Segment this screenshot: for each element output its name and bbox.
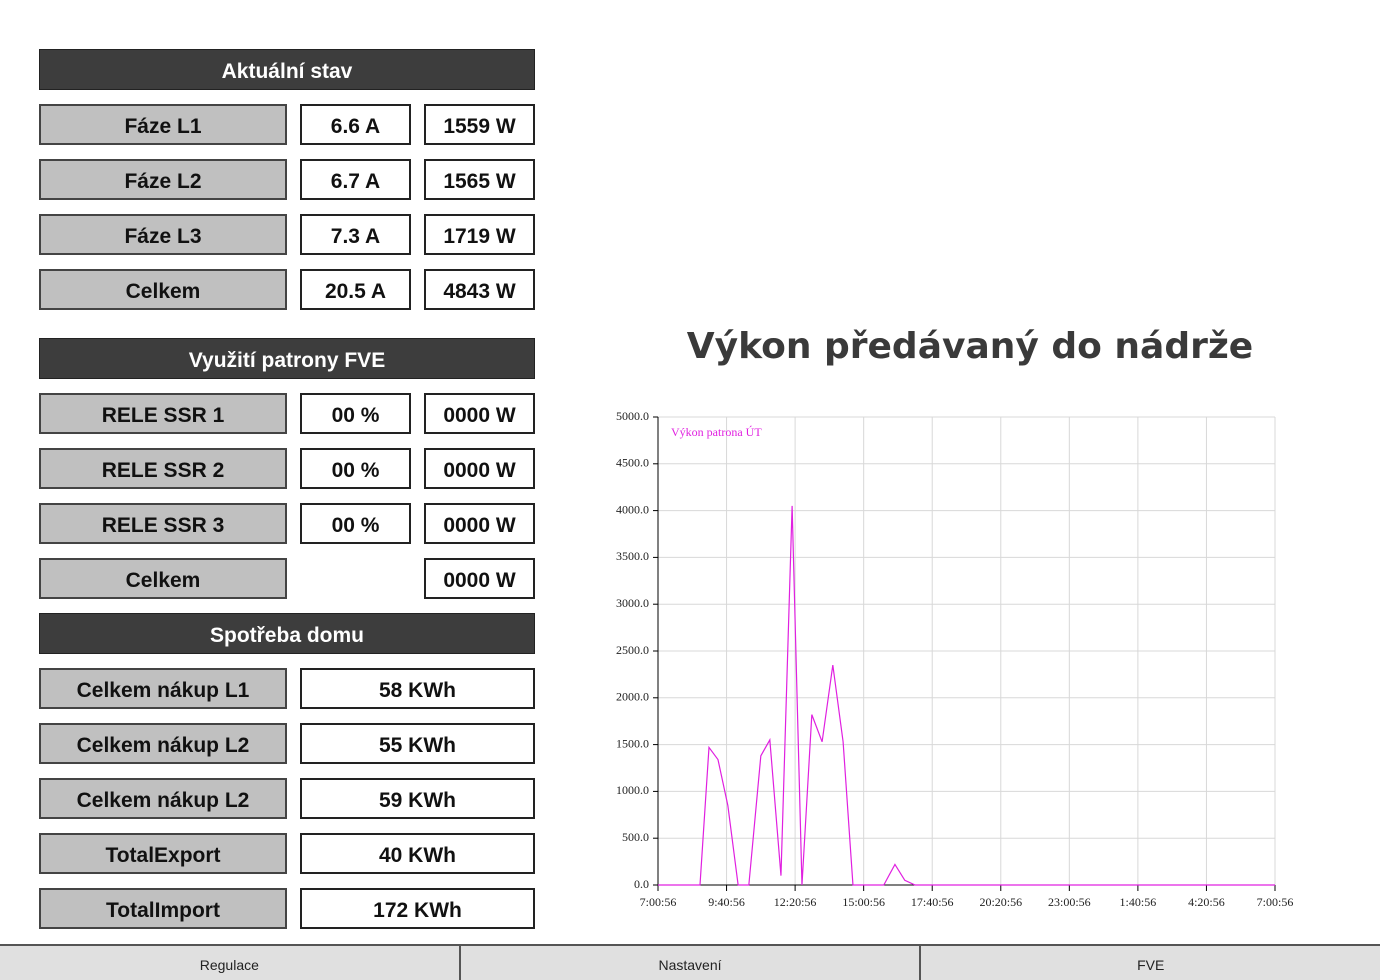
value-cell: 00 %: [300, 393, 411, 434]
y-tick-label: 2000.0: [616, 690, 649, 704]
row-label: Celkem: [39, 269, 287, 310]
value-cell: 58 KWh: [300, 668, 535, 709]
row-label: Celkem: [39, 558, 287, 599]
value-cell: 6.7 A: [300, 159, 411, 200]
value-cell: 00 %: [300, 448, 411, 489]
value-cell: 59 KWh: [300, 778, 535, 819]
row-label: Celkem nákup L2: [39, 723, 287, 764]
row-label: Fáze L1: [39, 104, 287, 145]
x-tick-label: 1:40:56: [1120, 895, 1157, 909]
value-cell: 20.5 A: [300, 269, 411, 310]
legend-entry: Výkon patrona ÚT: [671, 425, 762, 439]
section-header: Spotřeba domu: [39, 613, 535, 654]
x-tick-label: 9:40:56: [708, 895, 745, 909]
row-label: RELE SSR 2: [39, 448, 287, 489]
x-tick-label: 7:00:56: [1257, 895, 1294, 909]
y-tick-label: 1000.0: [616, 783, 649, 797]
y-tick-label: 3500.0: [616, 549, 649, 563]
row-label: Celkem nákup L1: [39, 668, 287, 709]
value-cell: 0000 W: [424, 448, 535, 489]
row-label: TotalImport: [39, 888, 287, 929]
nav-tab[interactable]: Regulace: [199, 957, 259, 973]
y-tick-label: 2500.0: [616, 643, 649, 657]
line: [658, 505, 1275, 886]
x-tick-label: 23:00:56: [1048, 895, 1091, 909]
y-tick-label: 5000.0: [616, 409, 649, 423]
row-label: Fáze L3: [39, 214, 287, 255]
value-cell: 1565 W: [424, 159, 535, 200]
value-cell: 0000 W: [424, 393, 535, 434]
value-cell: 40 KWh: [300, 833, 535, 874]
row-label: TotalExport: [39, 833, 287, 874]
value-cell: 0000 W: [424, 558, 535, 599]
value-cell: 4843 W: [424, 269, 535, 310]
section-header: Využití patrony FVE: [39, 338, 535, 379]
section-header: Aktuální stav: [39, 49, 535, 90]
y-tick-label: 4500.0: [616, 456, 649, 470]
chart-title: Výkon předávaný do nádrže: [687, 326, 1253, 367]
row-label: RELE SSR 3: [39, 503, 287, 544]
value-cell: 1559 W: [424, 104, 535, 145]
value-cell: 55 KWh: [300, 723, 535, 764]
nav-tab[interactable]: FVE: [919, 946, 1380, 980]
x-tick-label: 7:00:56: [640, 895, 677, 909]
value-cell: 00 %: [300, 503, 411, 544]
value-cell: 6.6 A: [300, 104, 411, 145]
x-tick-label: 15:00:56: [842, 895, 885, 909]
nav-bar: Regulace Nastavení FVE: [0, 944, 1380, 980]
value-cell: 7.3 A: [300, 214, 411, 255]
nav-tab[interactable]: Nastavení: [458, 946, 920, 980]
x-tick-label: 20:20:56: [979, 895, 1022, 909]
y-tick-label: 4000.0: [616, 502, 649, 516]
x-tick-label: 17:40:56: [911, 895, 954, 909]
chart: Výkon předávaný do nádrže 0.0 500.0 1000.0…: [616, 326, 1294, 909]
y-tick-label: 3000.0: [616, 596, 649, 610]
row-label: Fáze L2: [39, 159, 287, 200]
value-cell: 172 KWh: [300, 888, 535, 929]
y-tick-label: 500.0: [622, 830, 649, 844]
x-tick-label: 12:20:56: [774, 895, 817, 909]
row-label: RELE SSR 1: [39, 393, 287, 434]
value-cell: 0000 W: [424, 503, 535, 544]
row-label: Celkem nákup L2: [39, 778, 287, 819]
x-tick-label: 4:20:56: [1188, 895, 1225, 909]
value-cell: 1719 W: [424, 214, 535, 255]
y-tick-label: 1500.0: [616, 736, 649, 750]
y-tick-label: 0.0: [634, 877, 649, 891]
